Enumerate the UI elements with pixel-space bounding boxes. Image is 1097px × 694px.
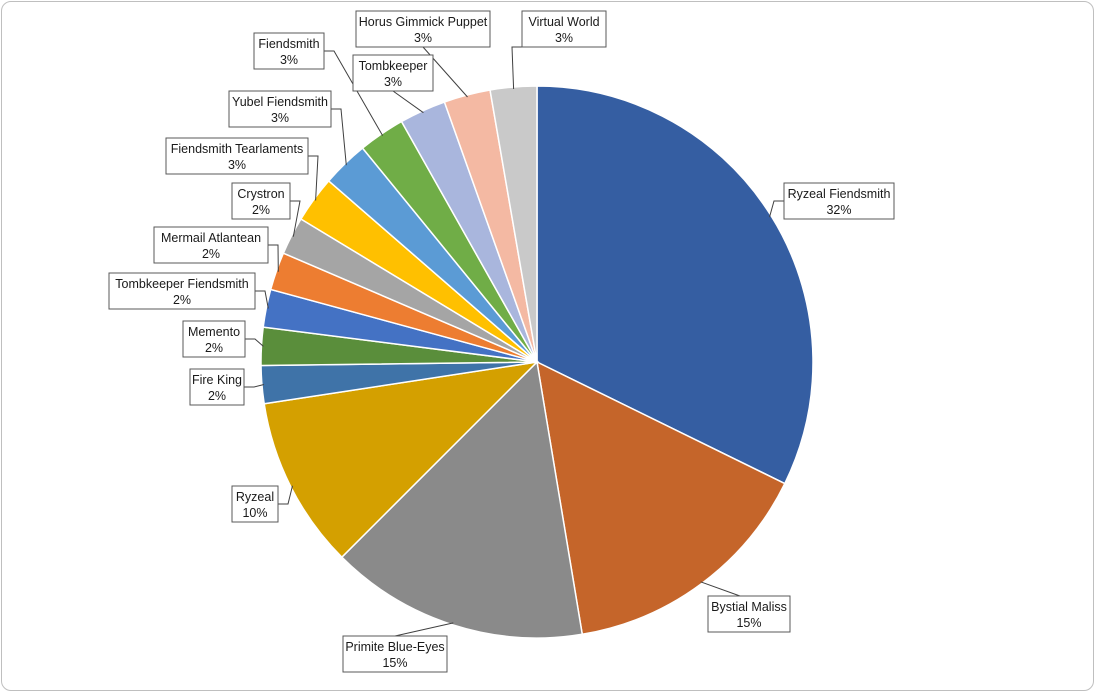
- leader-line-tombkeeper: [392, 90, 424, 114]
- data-label-name: Memento: [188, 325, 240, 339]
- data-label-box: [231, 182, 291, 220]
- data-label-name: Fire King: [192, 373, 242, 387]
- data-label-box: [108, 272, 256, 310]
- data-label-percent: 10%: [242, 506, 267, 520]
- data-label-name: Mermail Atlantean: [161, 231, 261, 245]
- leader-line-yubel-fiendsmith: [331, 108, 347, 166]
- data-label-name: Tombkeeper Fiendsmith: [115, 277, 248, 291]
- leader-line-mermail-atlantean: [268, 244, 279, 272]
- data-label-mermail-atlantean: Mermail Atlantean 2%: [153, 226, 269, 264]
- leader-line-ryzeal: [278, 485, 293, 505]
- data-label-tombkeeper-fiendsmith: Tombkeeper Fiendsmith 2%: [108, 272, 256, 310]
- data-label-box: [253, 32, 325, 70]
- leader-line-memento: [245, 338, 264, 347]
- leader-line-fiendsmith: [324, 50, 384, 136]
- data-label-percent: 32%: [826, 203, 851, 217]
- leader-line-primite-blue-eyes: [394, 622, 454, 637]
- leader-line-ryzeal-fiendsmith: [769, 200, 784, 218]
- pie-slice-primite-blue-eyes: [340, 360, 584, 639]
- data-label-bystial-maliss: Bystial Maliss 15%: [707, 595, 791, 633]
- data-label-box: [182, 320, 246, 358]
- leader-line-virtual-world: [511, 46, 522, 90]
- data-label-fiendsmith-tearlaments: Fiendsmith Tearlaments 3%: [165, 137, 309, 175]
- data-label-box: [153, 226, 269, 264]
- data-label-memento: Memento 2%: [182, 320, 246, 358]
- leader-line-bystial-maliss: [700, 581, 741, 597]
- data-label-box: [707, 595, 791, 633]
- data-label-percent: 2%: [208, 389, 226, 403]
- data-label-percent: 2%: [202, 247, 220, 261]
- data-label-box: [352, 54, 434, 92]
- data-label-name: Virtual World: [528, 15, 599, 29]
- data-label-percent: 3%: [384, 75, 402, 89]
- data-label-name: Crystron: [237, 187, 284, 201]
- data-label-name: Ryzeal Fiendsmith: [788, 187, 891, 201]
- data-label-name: Tombkeeper: [359, 59, 428, 73]
- data-label-name: Horus Gimmick Puppet: [359, 15, 488, 29]
- pie-slice-ryzeal-fiendsmith: [536, 85, 814, 485]
- pie-slices: [260, 85, 814, 639]
- data-label-virtual-world: Virtual World 3%: [521, 10, 607, 48]
- data-label-box: [165, 137, 309, 175]
- data-label-horus-gimmick-puppet: Horus Gimmick Puppet 3%: [355, 10, 491, 48]
- data-label-percent: 3%: [555, 31, 573, 45]
- data-label-primite-blue-eyes: Primite Blue-Eyes 15%: [342, 635, 448, 673]
- data-label-name: Fiendsmith Tearlaments: [171, 142, 303, 156]
- data-label-percent: 15%: [736, 616, 761, 630]
- leader-line-fiendsmith-tearlaments: [308, 155, 319, 201]
- data-label-box: [342, 635, 448, 673]
- data-label-percent: 3%: [271, 111, 289, 125]
- data-label-box: [355, 10, 491, 48]
- leader-line-crystron: [290, 200, 301, 237]
- data-label-percent: 3%: [280, 53, 298, 67]
- data-label-name: Fiendsmith: [258, 37, 319, 51]
- data-label-name: Ryzeal: [236, 490, 274, 504]
- data-label-box: [231, 485, 279, 523]
- data-label-name: Bystial Maliss: [711, 600, 787, 614]
- data-label-crystron: Crystron 2%: [231, 182, 291, 220]
- data-label-percent: 15%: [382, 656, 407, 670]
- data-label-percent: 2%: [205, 341, 223, 355]
- data-label-yubel-fiendsmith: Yubel Fiendsmith 3%: [228, 90, 332, 128]
- data-label-percent: 2%: [252, 203, 270, 217]
- data-label-ryzeal-fiendsmith: Ryzeal Fiendsmith 32%: [783, 182, 895, 220]
- data-label-tombkeeper: Tombkeeper 3%: [352, 54, 434, 92]
- pie-slice-ryzeal: [263, 360, 540, 559]
- leader-line-tombkeeper-fiendsmith: [255, 290, 269, 309]
- data-label-percent: 3%: [228, 158, 246, 172]
- data-label-fiendsmith: Fiendsmith 3%: [253, 32, 325, 70]
- data-label-box: [189, 368, 245, 406]
- data-label-box: [521, 10, 607, 48]
- pie-slice-bystial-maliss: [536, 360, 786, 636]
- data-label-percent: 3%: [414, 31, 432, 45]
- leader-line-fire-king: [244, 384, 265, 388]
- data-label-box: [228, 90, 332, 128]
- data-label-fire-king: Fire King 2%: [189, 368, 245, 406]
- data-label-name: Yubel Fiendsmith: [232, 95, 328, 109]
- data-label-ryzeal: Ryzeal 10%: [231, 485, 279, 523]
- data-label-name: Primite Blue-Eyes: [345, 640, 444, 654]
- data-label-percent: 2%: [173, 293, 191, 307]
- data-label-box: [783, 182, 895, 220]
